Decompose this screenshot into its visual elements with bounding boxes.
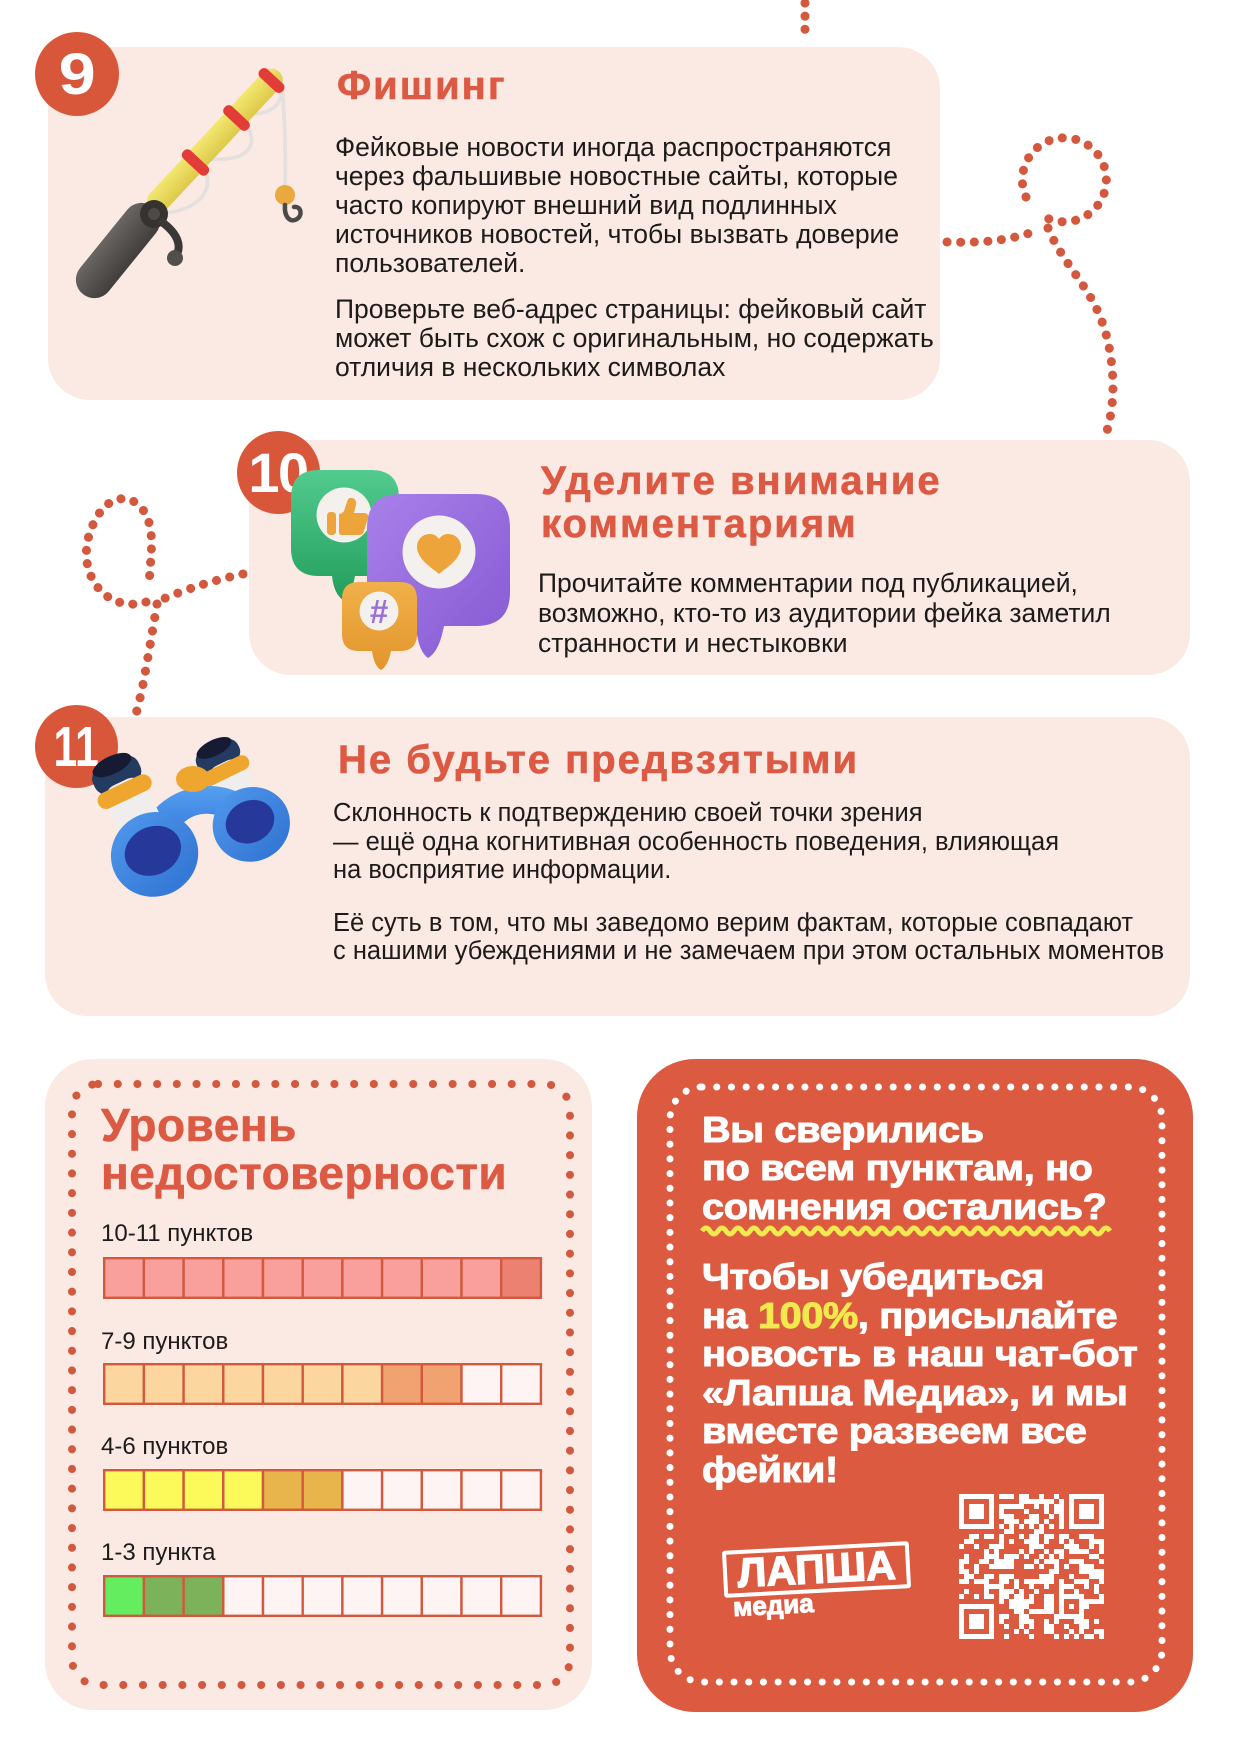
svg-text:#: # bbox=[370, 593, 388, 630]
